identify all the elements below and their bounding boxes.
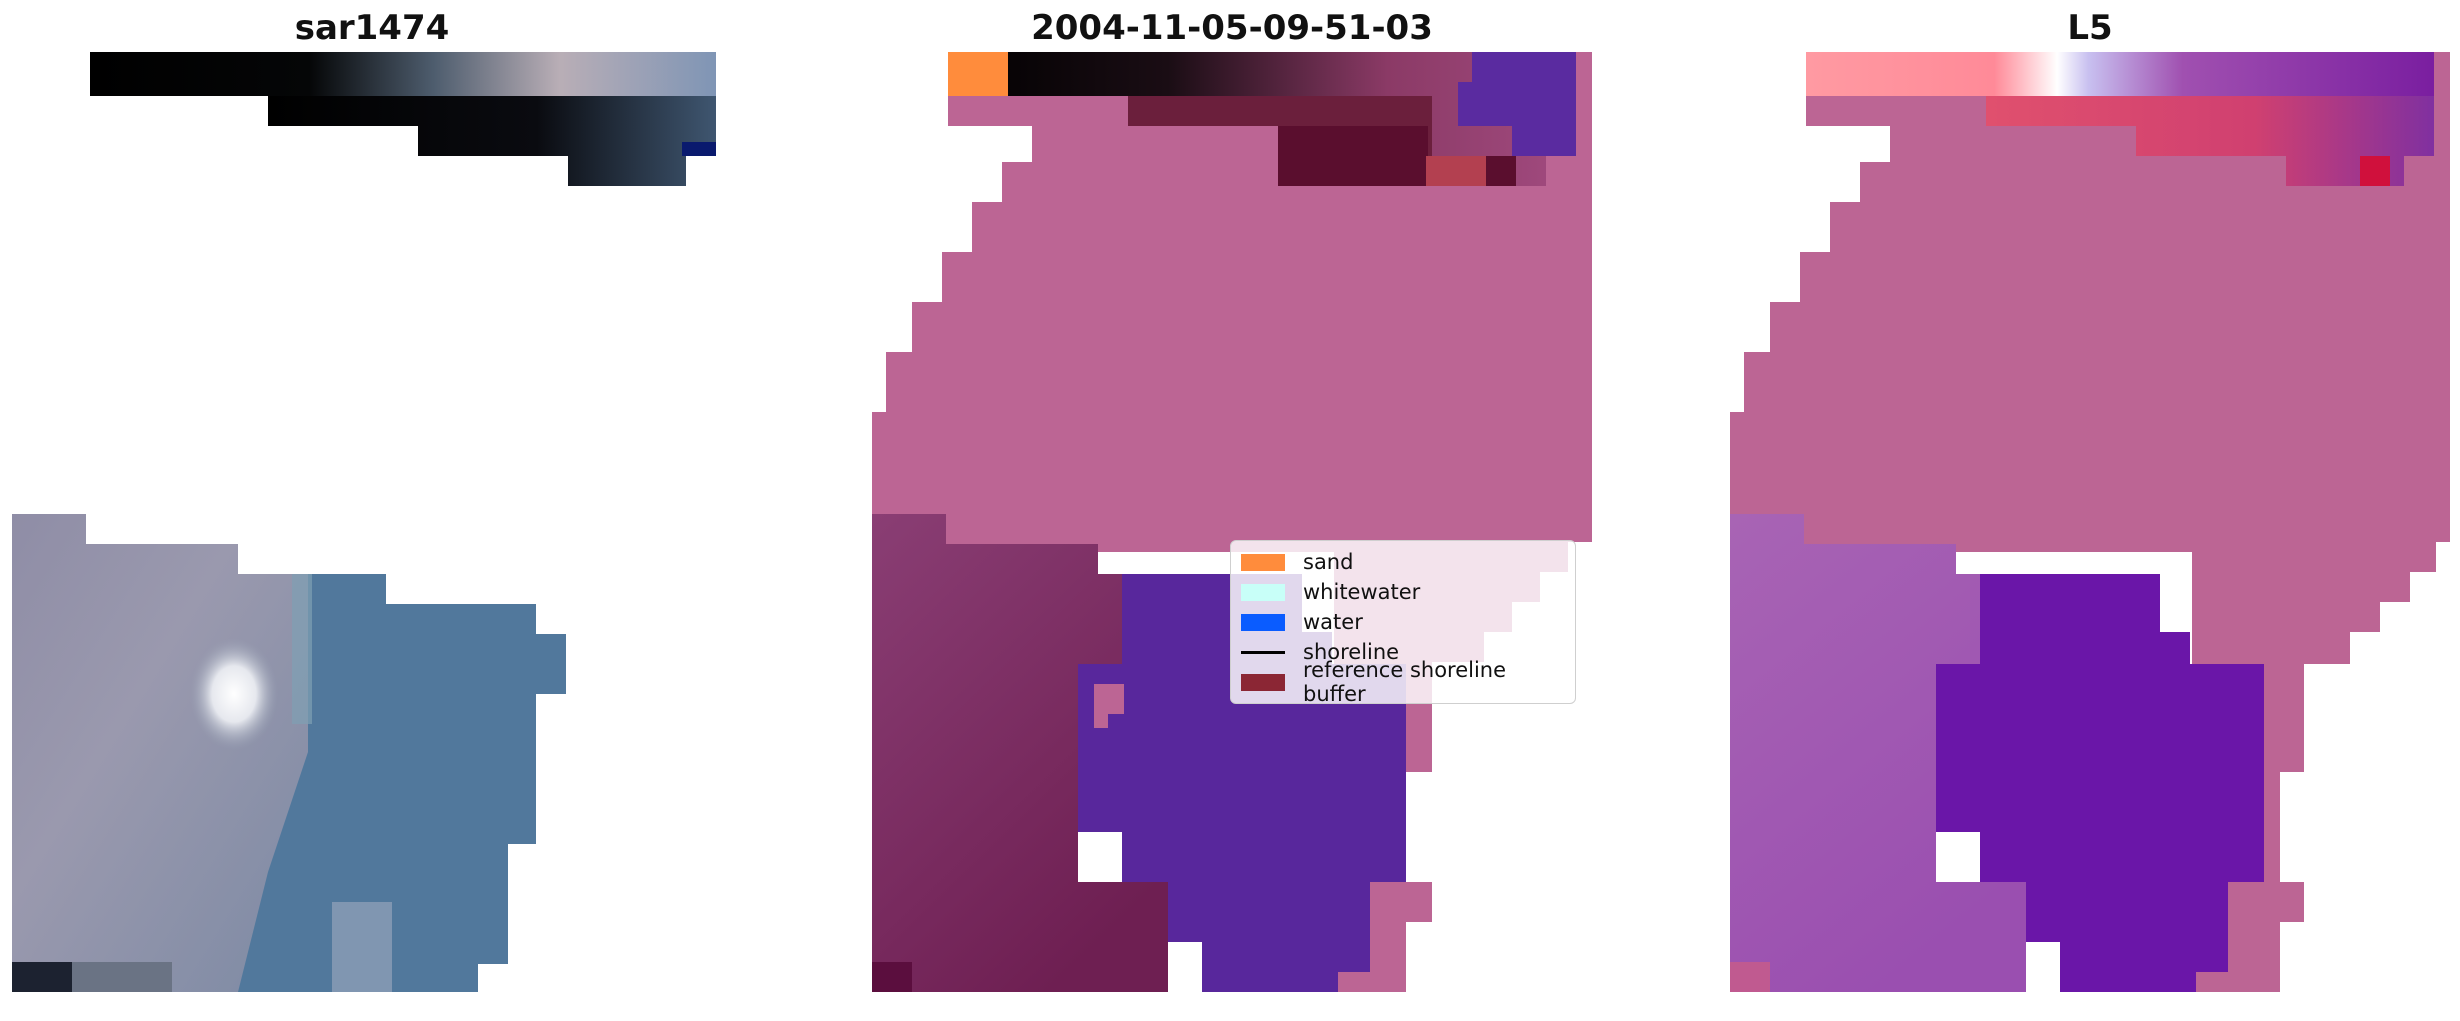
rgb-image: [12, 52, 716, 992]
legend-item-whitewater: whitewater: [1241, 577, 1565, 607]
legend-swatch-shoreline: [1241, 650, 1285, 654]
l5-sand-region: [1730, 52, 2450, 992]
panel-title-rgb: sar1474: [294, 8, 450, 48]
panel-title-date: 2004-11-05-09-51-03: [1031, 8, 1433, 48]
legend-swatch-water: [1241, 613, 1285, 631]
legend-swatch-sand: [1241, 553, 1285, 571]
reference-buffer-top: [1426, 156, 1486, 186]
legend-item-sand: sand: [1241, 547, 1565, 577]
legend-item-shoreline: shoreline: [1241, 637, 1565, 667]
legend-item-water: water: [1241, 607, 1565, 637]
legend-label-reference-buffer: reference shoreline buffer: [1303, 658, 1507, 706]
legend-item-reference-buffer: reference shoreline buffer: [1241, 658, 1565, 706]
sand-patch: [948, 52, 1008, 96]
sand-overlay-region: [872, 52, 1592, 992]
legend-swatch-whitewater: [1241, 583, 1285, 601]
l5-top-strip: [1806, 52, 2434, 96]
classification-image: [872, 52, 1592, 992]
l5-water-region: [1936, 574, 2264, 992]
legend-label-whitewater: whitewater: [1303, 580, 1421, 604]
legend-label-shoreline: shoreline: [1303, 640, 1400, 664]
panel-classification: 2004-11-05-09-51-03: [872, 0, 1592, 1021]
lower-left-region: [872, 514, 1168, 992]
panel-l5: L5: [1730, 0, 2450, 1021]
l5-image: [1730, 52, 2450, 992]
glare-highlight: [190, 638, 278, 750]
legend-label-water: water: [1303, 610, 1363, 634]
l5-lower-left-region: [1730, 514, 2026, 992]
legend-label-sand: sand: [1303, 550, 1354, 574]
panel-title-l5: L5: [2067, 8, 2113, 48]
panel-rgb: sar1474: [12, 0, 732, 1021]
legend-swatch-reference-buffer: [1241, 673, 1285, 691]
water-patch-top: [1458, 52, 1576, 156]
legend: sand whitewater water shoreline referenc…: [1230, 540, 1576, 706]
